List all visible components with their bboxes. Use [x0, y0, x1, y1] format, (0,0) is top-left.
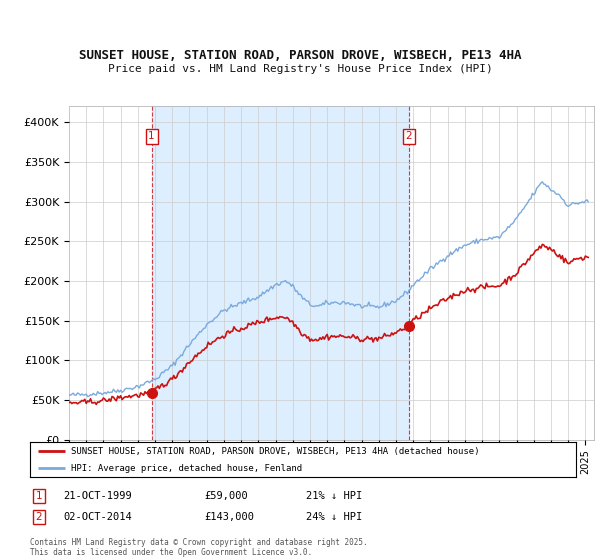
Text: HPI: Average price, detached house, Fenland: HPI: Average price, detached house, Fenl…: [71, 464, 302, 473]
Text: Contains HM Land Registry data © Crown copyright and database right 2025.
This d: Contains HM Land Registry data © Crown c…: [30, 538, 368, 557]
Text: 21-OCT-1999: 21-OCT-1999: [63, 491, 132, 501]
Text: £143,000: £143,000: [204, 512, 254, 522]
Text: 2: 2: [406, 132, 412, 141]
Text: 1: 1: [148, 132, 155, 141]
Text: 02-OCT-2014: 02-OCT-2014: [63, 512, 132, 522]
Text: SUNSET HOUSE, STATION ROAD, PARSON DROVE, WISBECH, PE13 4HA: SUNSET HOUSE, STATION ROAD, PARSON DROVE…: [79, 49, 521, 62]
Text: £59,000: £59,000: [204, 491, 248, 501]
Text: 24% ↓ HPI: 24% ↓ HPI: [306, 512, 362, 522]
Text: 21% ↓ HPI: 21% ↓ HPI: [306, 491, 362, 501]
Text: 2: 2: [35, 512, 43, 522]
Bar: [152, 106, 409, 440]
Text: SUNSET HOUSE, STATION ROAD, PARSON DROVE, WISBECH, PE13 4HA (detached house): SUNSET HOUSE, STATION ROAD, PARSON DROVE…: [71, 447, 479, 456]
Text: Price paid vs. HM Land Registry's House Price Index (HPI): Price paid vs. HM Land Registry's House …: [107, 64, 493, 74]
Text: 1: 1: [35, 491, 43, 501]
